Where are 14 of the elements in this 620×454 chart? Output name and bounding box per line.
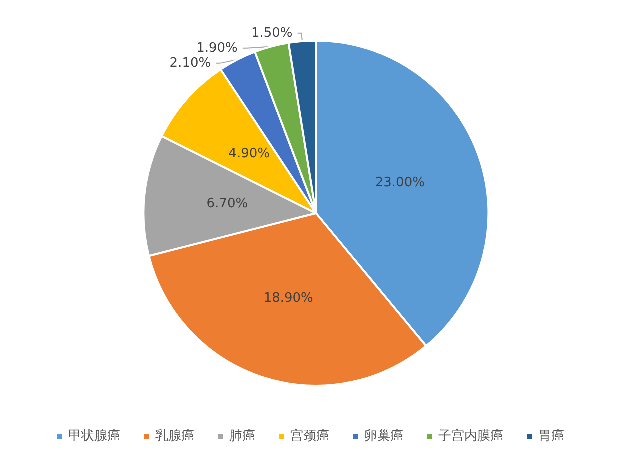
data-label: 6.70%: [206, 196, 248, 212]
legend-label: 甲状腺癌: [68, 429, 120, 444]
legend-label: 宫颈癌: [290, 428, 330, 444]
data-label: 23.00%: [375, 176, 425, 191]
legend-label: 胃癌: [538, 429, 564, 444]
legend-label: 乳腺癌: [156, 429, 194, 444]
data-label: 18.90%: [264, 290, 314, 306]
legend-label: 子宫内膜癌: [438, 428, 504, 444]
data-label: 2.10%: [170, 56, 212, 71]
data-label: 4.90%: [228, 146, 270, 162]
data-label: 1.50%: [251, 26, 293, 41]
legend-label: 卵巢癌: [364, 429, 404, 444]
legend-label: 肺癌: [230, 429, 256, 444]
data-label: 1.90%: [196, 40, 238, 56]
